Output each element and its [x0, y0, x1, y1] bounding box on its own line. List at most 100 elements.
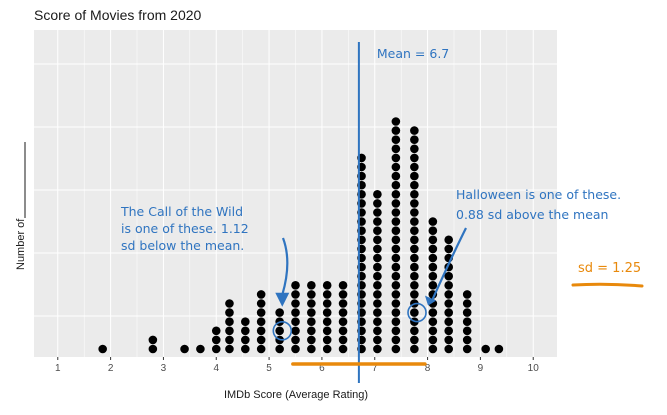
data-dot [338, 317, 348, 327]
x-tick-label: 6 [319, 363, 325, 374]
data-dot [338, 344, 348, 354]
data-dot [462, 326, 472, 336]
data-dot [428, 253, 438, 263]
data-dot [391, 244, 401, 254]
data-dot [444, 235, 454, 245]
data-dot [225, 299, 234, 308]
data-dot [410, 308, 419, 317]
data-dot [241, 317, 250, 327]
data-dot [428, 335, 438, 345]
data-dot [373, 335, 382, 345]
data-dot [322, 299, 332, 308]
data-dot [444, 290, 454, 299]
x-tick-label: 1 [55, 363, 61, 374]
data-dot [391, 271, 401, 281]
data-dot [410, 153, 419, 163]
data-dot [373, 290, 382, 299]
data-dot [428, 308, 438, 317]
data-dot [428, 281, 438, 290]
data-dot [256, 317, 266, 327]
x-tick-label: 7 [372, 363, 378, 374]
data-dot [196, 344, 205, 354]
data-dot [391, 208, 401, 217]
data-dot [444, 308, 454, 317]
data-dot [373, 271, 382, 281]
data-dot [256, 308, 266, 317]
data-dot [391, 253, 401, 263]
data-dot [291, 290, 300, 299]
data-dot [410, 244, 419, 254]
data-dot [373, 244, 382, 254]
data-dot [180, 344, 189, 354]
data-dot [391, 290, 401, 299]
data-dot [338, 290, 348, 299]
data-dot [410, 326, 419, 336]
data-dot [373, 308, 382, 317]
x-tick-label: 4 [213, 363, 219, 374]
data-dot [373, 235, 382, 245]
data-dot [225, 308, 234, 317]
data-dot [444, 326, 454, 336]
data-dot [338, 326, 348, 336]
data-dot [307, 317, 316, 327]
data-dot [225, 317, 234, 327]
data-dot [373, 317, 382, 327]
annotation-text: sd below the mean. [121, 238, 244, 253]
annotation-text: is one of these. 1.12 [121, 221, 249, 236]
data-dot [373, 299, 382, 308]
data-dot [391, 226, 401, 235]
data-dot [410, 290, 419, 299]
data-dot [391, 317, 401, 327]
highlight-circle [407, 302, 427, 323]
data-dot [410, 144, 419, 154]
data-dot [444, 271, 454, 281]
annotation-text: The Call of the Wild [120, 204, 243, 219]
data-dot [307, 326, 316, 336]
data-dot [410, 190, 419, 199]
data-dot [410, 180, 419, 190]
data-dot [275, 326, 284, 336]
x-tick-label: 8 [425, 363, 431, 374]
data-dot [428, 235, 438, 245]
annotation-arrow [431, 227, 467, 302]
data-dot [373, 226, 382, 235]
data-dot [373, 217, 382, 226]
data-dot [410, 271, 419, 281]
chart-title: Score of Movies from 2020 [34, 7, 202, 23]
data-dot [444, 335, 454, 345]
data-dot [410, 235, 419, 245]
data-dot [307, 290, 316, 299]
data-dot [225, 344, 234, 354]
data-dot [410, 135, 419, 144]
data-dot [391, 335, 401, 345]
grid-lines [34, 30, 557, 357]
data-dot [391, 180, 401, 190]
sd-label-underline [571, 282, 644, 288]
annotation-arrowhead [425, 295, 437, 306]
data-dot [410, 344, 419, 354]
data-dot [428, 244, 438, 254]
data-dot [322, 308, 332, 317]
data-dot [307, 344, 316, 354]
data-dot [428, 271, 438, 281]
data-dot [410, 262, 419, 272]
data-dot [373, 253, 382, 263]
data-dot [291, 326, 300, 336]
data-dot [462, 335, 472, 345]
x-tick-label: 9 [478, 363, 484, 374]
data-dot [256, 299, 266, 308]
data-dot [148, 335, 158, 345]
data-dot [322, 326, 332, 336]
data-dot [410, 126, 419, 135]
x-tick-label: 10 [528, 363, 540, 374]
data-dot [391, 344, 401, 354]
data-dot [338, 281, 348, 290]
data-dot [322, 344, 332, 354]
data-dot [275, 344, 284, 354]
data-dot [391, 126, 401, 135]
data-dot [98, 344, 107, 354]
data-dot [410, 281, 419, 290]
data-dot [391, 281, 401, 290]
data-dot [444, 281, 454, 290]
